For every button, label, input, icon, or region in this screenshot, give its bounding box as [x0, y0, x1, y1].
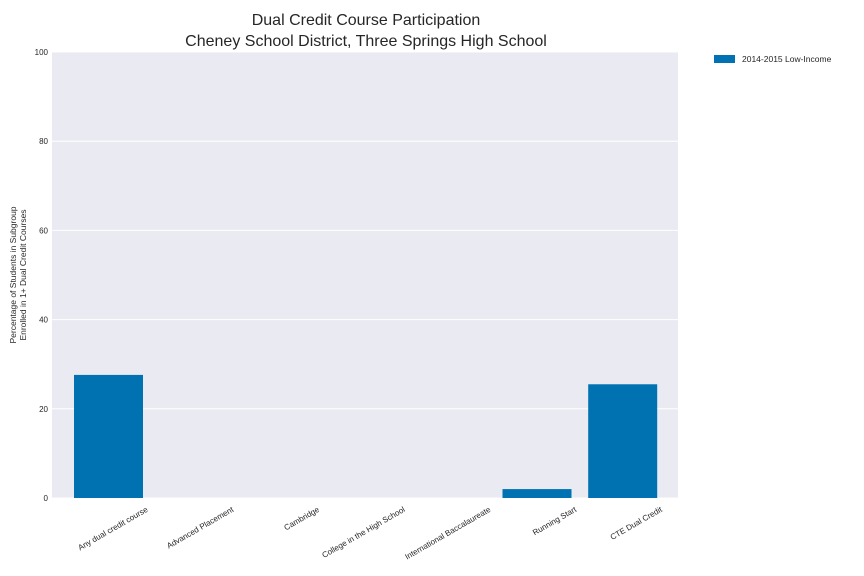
y-tick-label: 80	[39, 137, 48, 146]
plot-area	[52, 52, 678, 498]
y-tick-label: 20	[39, 405, 48, 414]
x-axis-ticks: Any dual credit course Advanced Placement…	[76, 505, 664, 562]
x-tick-label: Any dual credit course	[76, 505, 150, 553]
bar-cte-dual-credit	[588, 384, 658, 498]
bar-running-start	[502, 489, 572, 498]
y-axis-ticks: 0 20 40 60 80 100	[35, 48, 49, 503]
x-tick-label: Cambridge	[283, 505, 322, 533]
y-axis-label-line1: Percentage of Students in Subgroup	[8, 206, 18, 343]
x-tick-label: College in the High School	[320, 505, 406, 560]
bar-any-dual-credit-course	[74, 374, 143, 498]
x-tick-label: CTE Dual Credit	[609, 505, 665, 542]
x-tick-label: Advanced Placement	[165, 505, 236, 551]
y-tick-label: 40	[39, 316, 48, 325]
legend-swatch	[714, 55, 735, 63]
y-axis-label-line2: Enrolled in 1+ Dual Credit Courses	[18, 209, 28, 340]
x-tick-label: International Baccalaureate	[403, 505, 492, 562]
y-tick-label: 0	[44, 494, 49, 503]
chart-subtitle: Cheney School District, Three Springs Hi…	[185, 33, 547, 50]
legend-label: 2014-2015 Low-Income	[742, 54, 832, 64]
gridlines	[52, 51, 678, 499]
chart-title: Dual Credit Course Participation	[252, 12, 481, 29]
y-axis-label: Percentage of Students in Subgroup Enrol…	[8, 206, 28, 343]
y-tick-label: 60	[39, 226, 48, 235]
y-tick-label: 100	[35, 48, 49, 57]
bars	[74, 374, 658, 498]
x-tick-label: Running Start	[531, 505, 579, 538]
legend: 2014-2015 Low-Income	[714, 54, 832, 64]
